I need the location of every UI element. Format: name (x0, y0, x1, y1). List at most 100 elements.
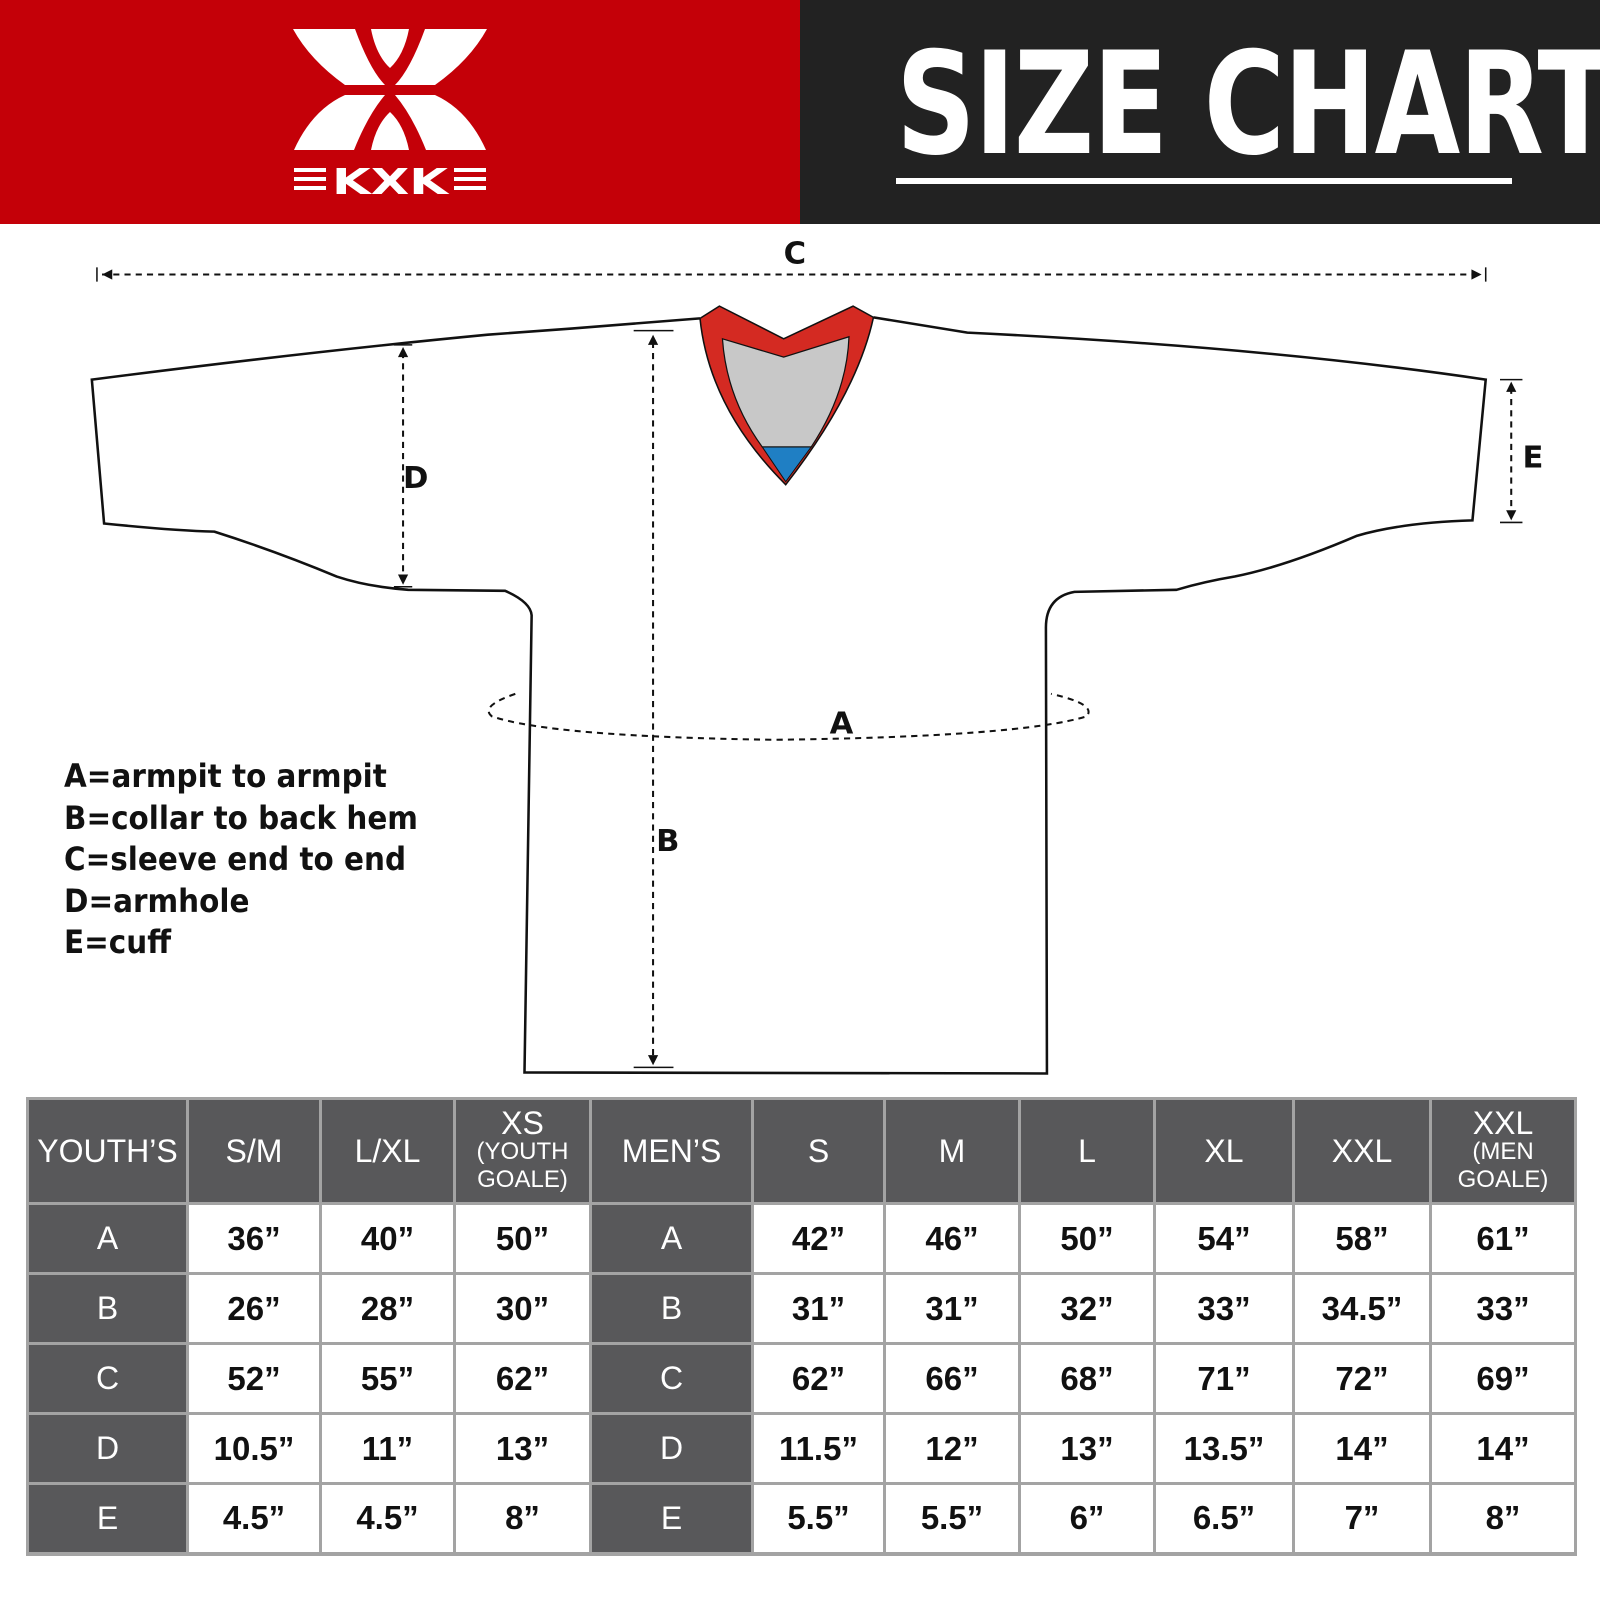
row-label-text: B (660, 1290, 683, 1326)
table-row: A 36” 40” 50” A 42” 46” 50” 54” 58” 61” (26, 1202, 1577, 1275)
value-cell: 66” (883, 1342, 1021, 1415)
value-cell: 62” (751, 1342, 886, 1415)
header-row: YOUTH’S S/M L/XL XS (YOUTH GOALE) MEN’S S M L XL X… (26, 1097, 1577, 1205)
value-cell: 33” (1153, 1272, 1295, 1345)
row-label-text: D (659, 1430, 684, 1466)
value-cell: 28” (319, 1272, 456, 1345)
size-header-text: XXL (1331, 1133, 1393, 1169)
size-header-text: S/M (225, 1133, 283, 1169)
value-cell-text: 61” (1476, 1219, 1530, 1257)
row-label: C (589, 1342, 754, 1415)
value-cell-text: 26” (227, 1289, 281, 1327)
value-cell-text: 52” (227, 1359, 281, 1397)
size-header: L/XL (319, 1097, 456, 1205)
value-cell-text: 62” (495, 1359, 550, 1397)
value-cell: 32” (1018, 1272, 1156, 1345)
value-cell-text: 34.5” (1321, 1289, 1403, 1327)
legend-item: A=armpit to armpit (64, 757, 387, 795)
value-cell-text: 12” (925, 1429, 979, 1467)
value-cell-text: 6.5” (1192, 1499, 1256, 1537)
value-cell: 54” (1153, 1202, 1295, 1275)
value-cell: 13.5” (1153, 1412, 1295, 1485)
value-cell-text: 28” (360, 1289, 415, 1327)
value-cell: 7” (1292, 1482, 1432, 1556)
value-cell: 31” (883, 1272, 1021, 1345)
value-cell: 46” (883, 1202, 1021, 1275)
value-cell: 8” (453, 1482, 592, 1556)
value-cell-text: 31” (791, 1289, 846, 1327)
label-a: A (830, 707, 854, 742)
value-cell-text: 72” (1335, 1359, 1389, 1397)
title-underline (896, 178, 1512, 184)
value-cell-text: 58” (1335, 1219, 1389, 1257)
row-label: E (589, 1482, 754, 1556)
row-label-text: A (96, 1220, 119, 1256)
row-label: E (26, 1482, 189, 1556)
value-cell-text: 33” (1197, 1289, 1251, 1327)
row-label: D (26, 1412, 189, 1485)
row-label: B (589, 1272, 754, 1345)
value-cell-text: 68” (1060, 1359, 1114, 1397)
jersey-outline (90, 316, 1488, 1075)
value-cell-text: 8” (1485, 1499, 1521, 1537)
row-label-text: E (660, 1499, 683, 1536)
kxk-logo: KXK (293, 29, 487, 203)
label-b: B (656, 824, 679, 859)
value-cell: 36” (186, 1202, 322, 1275)
size-header: S (751, 1097, 886, 1205)
value-cell: 13” (453, 1412, 592, 1485)
legend-item: B=collar to back hem (64, 798, 418, 837)
value-cell-text: 40” (360, 1219, 415, 1257)
value-cell: 8” (1429, 1482, 1577, 1556)
value-cell-text: 5.5” (787, 1499, 850, 1537)
youth-header: YOUTH’S (26, 1097, 189, 1205)
size-header-text: XXL (1472, 1105, 1534, 1141)
legend-item: D=armhole (64, 881, 250, 920)
value-cell-text: 7” (1344, 1499, 1380, 1537)
size-header-text: L (1078, 1133, 1096, 1169)
value-cell: 72” (1292, 1342, 1432, 1415)
value-cell: 5.5” (751, 1482, 886, 1556)
value-cell: 6” (1018, 1482, 1156, 1556)
value-cell: 33” (1429, 1272, 1577, 1345)
value-cell: 14” (1292, 1412, 1432, 1485)
value-cell: 40” (319, 1202, 456, 1275)
value-cell: 12” (883, 1412, 1021, 1485)
value-cell: 6.5” (1153, 1482, 1295, 1556)
value-cell: 55” (319, 1342, 456, 1415)
value-cell: 26” (186, 1272, 322, 1345)
value-cell-text: 50” (495, 1219, 550, 1257)
value-cell-text: 6” (1069, 1499, 1105, 1537)
size-header-text: M (938, 1133, 966, 1169)
value-cell: 30” (453, 1272, 592, 1345)
value-cell-text: 13.5” (1183, 1429, 1265, 1467)
value-cell: 31” (751, 1272, 886, 1345)
value-cell-text: 5.5” (920, 1499, 984, 1537)
value-cell-text: 69” (1476, 1359, 1530, 1397)
value-cell-text: 54” (1197, 1219, 1251, 1257)
table-row: E 4.5” 4.5” 8” E 5.5” 5.5” 6” 6.5” 7” 8” (26, 1482, 1577, 1556)
value-cell: 4.5” (319, 1482, 456, 1556)
value-cell: 58” (1292, 1202, 1432, 1275)
size-header-text: L/XL (354, 1133, 421, 1169)
value-cell: 50” (453, 1202, 592, 1275)
value-cell: 5.5” (883, 1482, 1021, 1556)
legend-item: E=cuff (64, 923, 172, 961)
label-d: D (403, 461, 428, 496)
men-header: MEN’S (589, 1097, 754, 1205)
size-subtitle: (YOUTH GOALE) (476, 1138, 569, 1193)
size-header: XL (1153, 1097, 1295, 1205)
value-cell-text: 14” (1335, 1429, 1389, 1467)
row-label-text: C (95, 1360, 120, 1396)
row-label-text: C (659, 1360, 684, 1396)
value-cell-text: 46” (925, 1219, 979, 1257)
value-cell: 50” (1018, 1202, 1156, 1275)
value-cell: 34.5” (1292, 1272, 1432, 1345)
value-cell: 68” (1018, 1342, 1156, 1415)
value-cell: 71” (1153, 1342, 1295, 1415)
value-cell: 14” (1429, 1412, 1577, 1485)
measurement-legend: A=armpit to armpit B=collar to back hem … (64, 756, 418, 964)
value-cell-text: 11” (361, 1429, 414, 1467)
value-cell-text: 30” (495, 1289, 550, 1327)
